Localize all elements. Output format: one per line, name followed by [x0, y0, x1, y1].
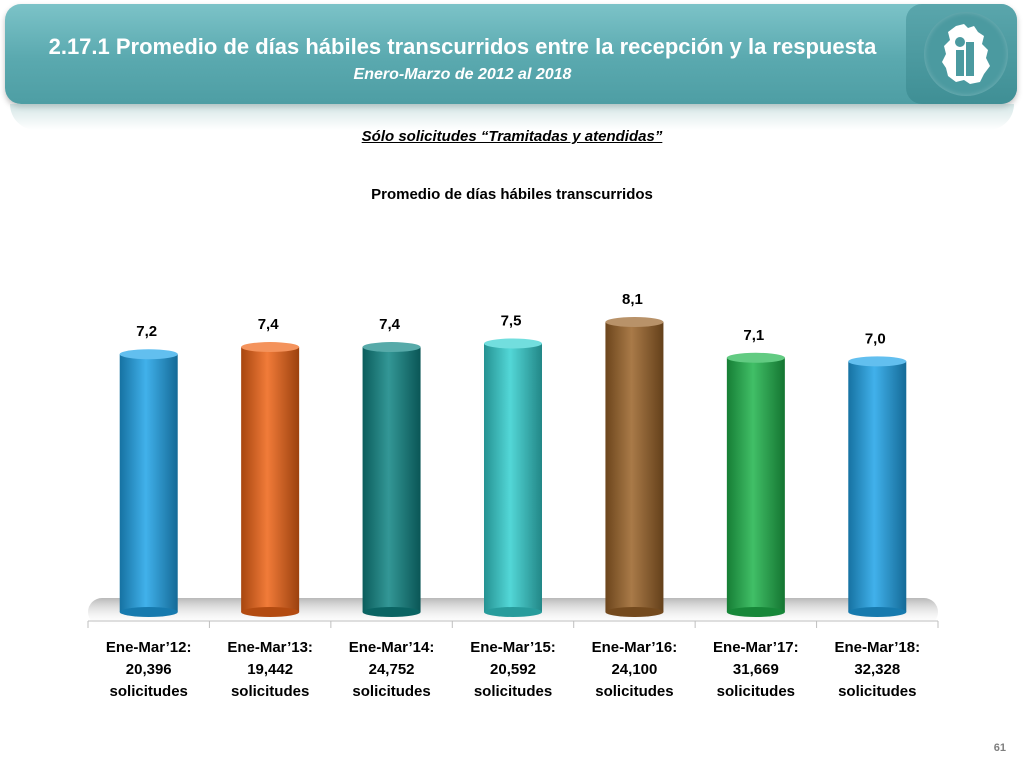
bar-top [605, 317, 664, 327]
filter-label: Sólo solicitudes “Tramitadas y atendidas… [361, 128, 663, 145]
category-label: Ene-Mar’14: [349, 639, 435, 656]
page-title: 2.17.1 Promedio de días hábiles transcur… [48, 34, 877, 59]
logo-circle [924, 12, 1008, 96]
category-label: solicitudes [595, 683, 673, 700]
category-label: solicitudes [838, 683, 916, 700]
chart-title: Promedio de días hábiles transcurridos [371, 186, 653, 203]
bar [484, 343, 542, 612]
data-label: 8,1 [622, 291, 643, 308]
bar-base [119, 607, 178, 617]
data-label: 7,4 [379, 316, 401, 333]
category-label: Ene-Mar’18: [834, 639, 920, 656]
category-label: 32,328 [854, 661, 900, 678]
bar-base [484, 607, 542, 617]
bar-top [241, 342, 300, 353]
data-label: 7,1 [743, 327, 764, 344]
bar [605, 322, 664, 612]
category-label: 20,396 [126, 661, 172, 678]
bar-base [362, 607, 421, 617]
category-label: Ene-Mar’17: [713, 639, 799, 656]
banner-shadow [10, 104, 1014, 130]
category-label: Ene-Mar’16: [592, 639, 678, 656]
data-label: 7,2 [136, 323, 157, 340]
category-label: Ene-Mar’15: [470, 639, 556, 656]
info-logo-icon [942, 24, 990, 84]
category-label: 24,752 [369, 661, 415, 678]
category-label: solicitudes [352, 683, 430, 700]
bar-base [241, 607, 300, 617]
bar-base [605, 607, 664, 617]
bar [726, 357, 785, 612]
bar-top [726, 352, 785, 363]
bar [119, 354, 178, 612]
category-label: Ene-Mar’12: [106, 639, 192, 656]
category-label: solicitudes [231, 683, 309, 700]
bar [362, 347, 421, 612]
category-label: 20,592 [490, 661, 536, 678]
page-number: 61 [993, 742, 1006, 754]
category-label: 31,669 [733, 661, 779, 678]
header-banner: 2.17.1 Promedio de días hábiles transcur… [5, 4, 1017, 104]
data-label: 7,0 [865, 330, 886, 347]
data-label: 7,5 [501, 312, 522, 329]
bar-base [848, 607, 907, 617]
bar [848, 361, 907, 612]
category-label: solicitudes [110, 683, 188, 700]
bar-base [726, 607, 785, 617]
category-label: solicitudes [474, 683, 552, 700]
data-label: 7,4 [258, 316, 280, 333]
bar-top [362, 342, 421, 353]
bar-top [848, 356, 907, 367]
bar [241, 347, 300, 612]
category-label: 19,442 [247, 661, 293, 678]
category-label: 24,100 [611, 661, 657, 678]
bar-top [119, 349, 178, 360]
page-subtitle: Enero-Marzo de 2012 al 2018 [353, 66, 572, 83]
category-label: Ene-Mar’13: [227, 639, 313, 656]
bar-top [484, 338, 542, 349]
logo-box [906, 4, 1017, 104]
category-label: solicitudes [717, 683, 795, 700]
